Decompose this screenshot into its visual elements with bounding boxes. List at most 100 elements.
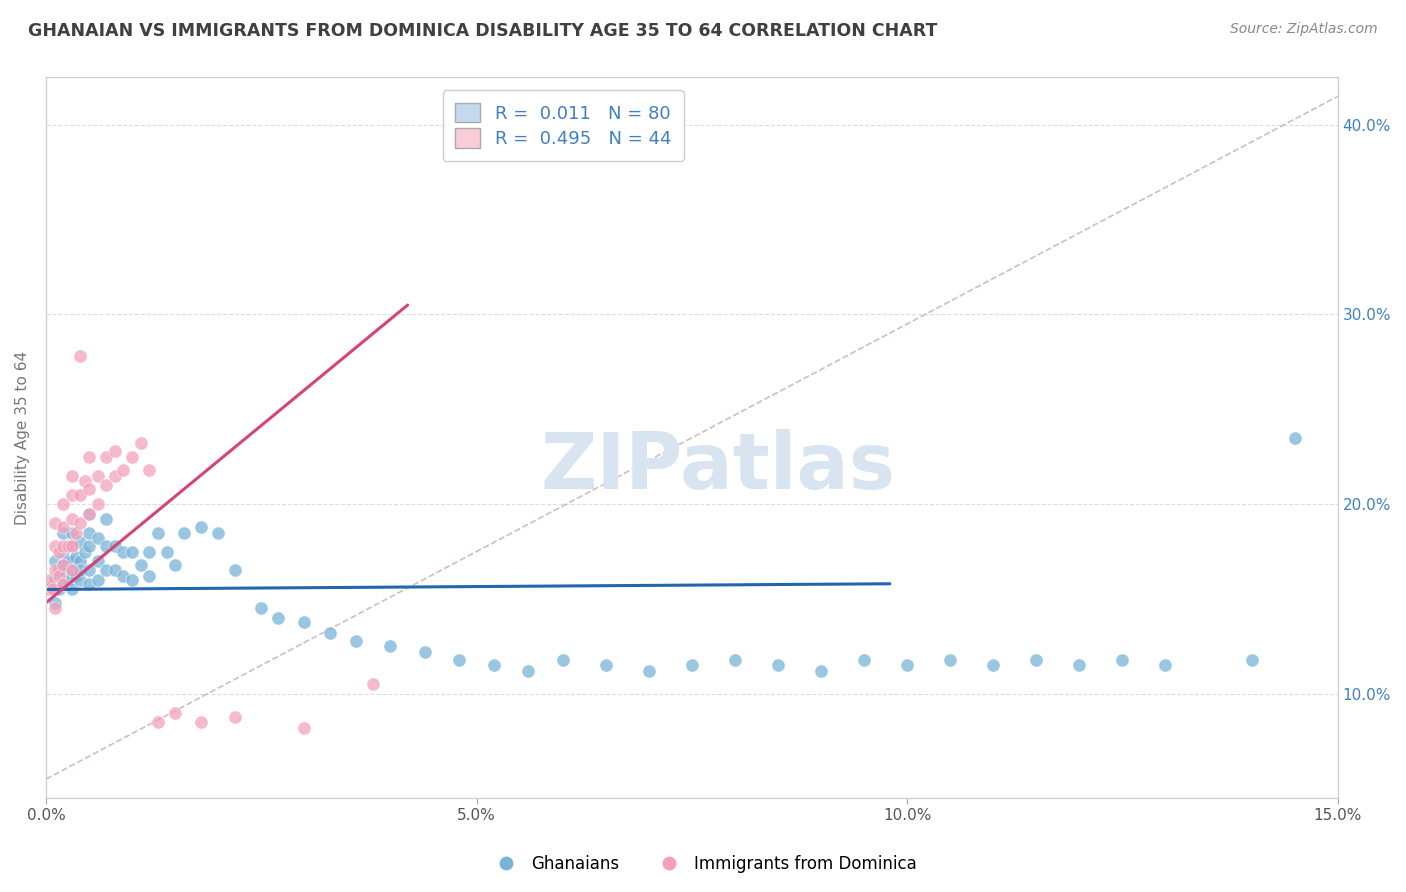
Point	[165, 706, 187, 720]
Legend: R =  0.011   N = 80, R =  0.495   N = 44: R = 0.011 N = 80, R = 0.495 N = 44	[443, 90, 683, 161]
Point	[52, 576, 75, 591]
Point	[155, 544, 177, 558]
Point	[73, 544, 96, 558]
Point	[1284, 431, 1306, 445]
Point	[1154, 658, 1177, 673]
Point	[681, 658, 703, 673]
Point	[138, 463, 160, 477]
Point	[60, 468, 83, 483]
Point	[52, 558, 75, 572]
Point	[60, 582, 83, 597]
Point	[77, 539, 100, 553]
Point	[56, 539, 79, 553]
Point	[1240, 652, 1263, 666]
Point	[44, 596, 66, 610]
Point	[104, 564, 127, 578]
Point	[77, 507, 100, 521]
Point	[69, 349, 91, 363]
Point	[810, 664, 832, 678]
Point	[637, 664, 659, 678]
Point	[121, 573, 143, 587]
Point	[44, 601, 66, 615]
Point	[86, 468, 108, 483]
Point	[112, 569, 135, 583]
Point	[60, 539, 83, 553]
Point	[77, 564, 100, 578]
Point	[48, 564, 70, 578]
Point	[96, 450, 118, 464]
Point	[60, 564, 83, 578]
Point	[138, 569, 160, 583]
Point	[292, 615, 315, 629]
Point	[52, 520, 75, 534]
Point	[48, 569, 70, 583]
Point	[267, 611, 290, 625]
Point	[104, 468, 127, 483]
Point	[56, 573, 79, 587]
Point	[44, 516, 66, 530]
Point	[77, 525, 100, 540]
Point	[250, 601, 273, 615]
Point	[86, 554, 108, 568]
Point	[1069, 658, 1091, 673]
Point	[129, 558, 152, 572]
Point	[42, 582, 65, 597]
Point	[207, 525, 229, 540]
Point	[896, 658, 918, 673]
Point	[65, 569, 87, 583]
Point	[939, 652, 962, 666]
Point	[60, 564, 83, 578]
Point	[853, 652, 876, 666]
Point	[344, 633, 367, 648]
Point	[48, 544, 70, 558]
Point	[60, 569, 83, 583]
Point	[77, 507, 100, 521]
Point	[44, 573, 66, 587]
Point	[52, 525, 75, 540]
Point	[361, 677, 384, 691]
Point	[129, 436, 152, 450]
Point	[86, 531, 108, 545]
Point	[52, 564, 75, 578]
Point	[77, 482, 100, 496]
Point	[112, 544, 135, 558]
Point	[69, 535, 91, 549]
Point	[52, 576, 75, 591]
Point	[60, 525, 83, 540]
Point	[96, 539, 118, 553]
Text: ZIPatlas: ZIPatlas	[540, 428, 896, 505]
Point	[319, 626, 342, 640]
Point	[60, 488, 83, 502]
Point	[60, 554, 83, 568]
Point	[44, 539, 66, 553]
Point	[77, 576, 100, 591]
Point	[138, 544, 160, 558]
Point	[96, 512, 118, 526]
Point	[96, 478, 118, 492]
Point	[52, 544, 75, 558]
Point	[44, 564, 66, 578]
Point	[121, 450, 143, 464]
Legend: Ghanaians, Immigrants from Dominica: Ghanaians, Immigrants from Dominica	[482, 848, 924, 880]
Point	[380, 640, 402, 654]
Point	[146, 525, 169, 540]
Text: Source: ZipAtlas.com: Source: ZipAtlas.com	[1230, 22, 1378, 37]
Point	[104, 444, 127, 458]
Point	[551, 652, 574, 666]
Point	[52, 539, 75, 553]
Point	[112, 463, 135, 477]
Point	[73, 475, 96, 489]
Point	[39, 582, 62, 597]
Point	[190, 520, 212, 534]
Point	[146, 715, 169, 730]
Point	[413, 645, 436, 659]
Point	[981, 658, 1004, 673]
Point	[77, 450, 100, 464]
Point	[173, 525, 195, 540]
Point	[69, 564, 91, 578]
Y-axis label: Disability Age 35 to 64: Disability Age 35 to 64	[15, 351, 30, 524]
Point	[86, 497, 108, 511]
Point	[121, 544, 143, 558]
Point	[52, 558, 75, 572]
Point	[69, 554, 91, 568]
